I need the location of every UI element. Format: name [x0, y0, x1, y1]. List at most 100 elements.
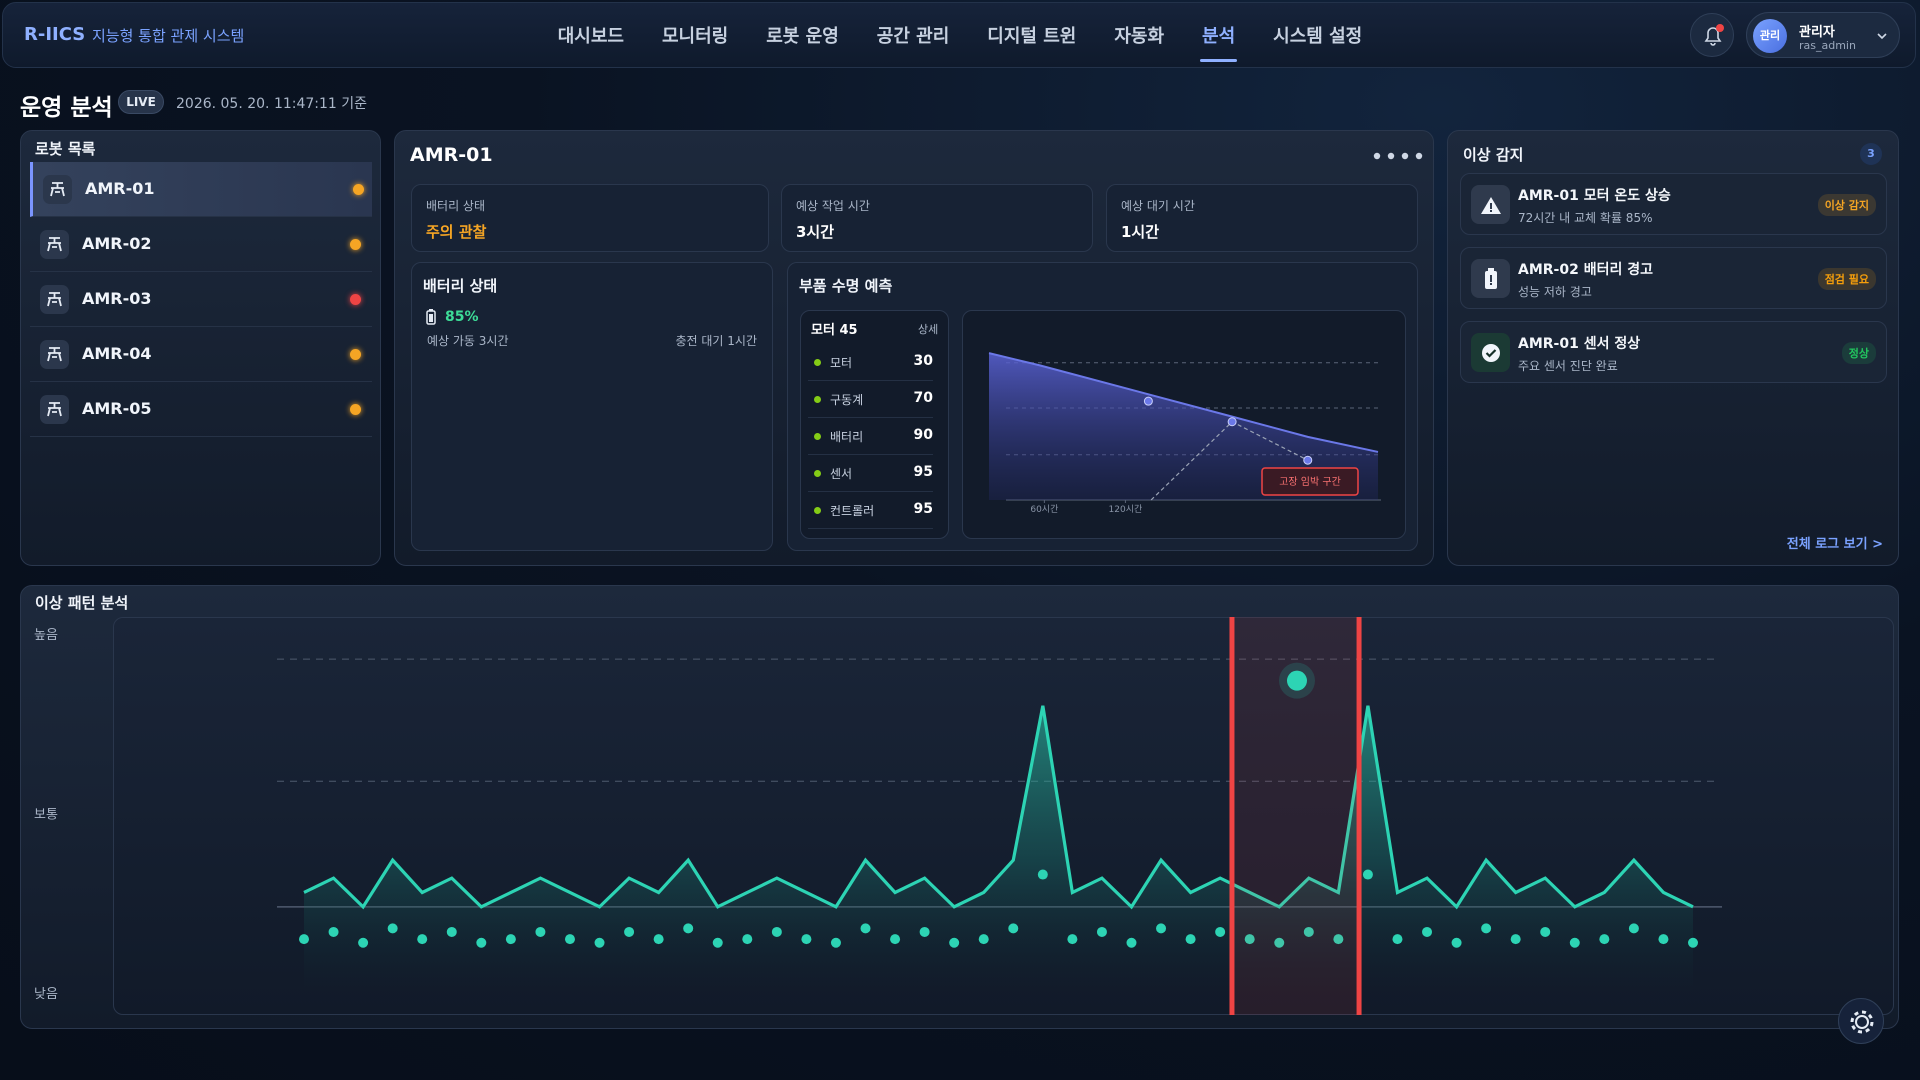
robot-icon	[40, 340, 69, 369]
nav-item[interactable]: 시스템 설정	[1273, 25, 1363, 47]
alert-desc: 성능 저하 경고	[1518, 285, 1592, 299]
alert-item[interactable]: AMR-01 모터 온도 상승 72시간 내 교체 확률 85% 이상 감지	[1460, 173, 1887, 235]
alert-desc: 주요 센서 진단 완료	[1518, 359, 1618, 373]
nav-item[interactable]: 모니터링	[662, 25, 729, 47]
pattern-title: 이상 패턴 분석	[35, 594, 129, 612]
stat-value: 1시간	[1121, 223, 1160, 241]
stat-card: 예상 작업 시간 3시간	[781, 184, 1093, 252]
nav-item[interactable]: 로봇 운영	[766, 25, 839, 47]
battery-title: 배터리 상태	[423, 277, 498, 295]
part-value: 70	[913, 390, 933, 406]
part-row: 모터 30	[808, 344, 933, 381]
stat-value: 주의 관찰	[426, 223, 487, 241]
pattern-plot-box	[113, 617, 1894, 1015]
nav: 대시보드 모니터링 로봇 운영 공간 관리 디지털 트윈 자동화 분석 시스템 설정	[0, 0, 1920, 69]
avatar: 관리	[1753, 19, 1787, 53]
more-menu[interactable]	[1372, 150, 1424, 162]
part-row: 구동계 70	[808, 381, 933, 418]
robot-name: AMR-04	[82, 344, 152, 363]
alert-desc: 72시간 내 교체 확률 85%	[1518, 211, 1653, 225]
part-value: 95	[913, 464, 933, 480]
page-title: 운영 분석	[20, 95, 113, 121]
alert-icon	[1471, 185, 1510, 224]
part-row: 센서 95	[808, 455, 933, 492]
parts-detail-link[interactable]: 상세	[918, 323, 939, 336]
alert-more-link[interactable]: 전체 로그 보기 >	[1786, 537, 1883, 552]
user-pill[interactable]: 관리 관리자 ras_admin	[1746, 12, 1900, 58]
alert-icon	[1471, 333, 1510, 372]
nav-item[interactable]: 자동화	[1114, 25, 1165, 47]
bell-button[interactable]	[1690, 13, 1734, 57]
nav-item[interactable]: 공간 관리	[876, 25, 950, 47]
user-id: ras_admin	[1799, 39, 1856, 52]
stat-label: 배터리 상태	[426, 199, 486, 213]
live-badge: LIVE	[118, 90, 164, 114]
part-dot	[814, 359, 821, 366]
alert-title: 이상 감지	[1463, 146, 1524, 164]
bell-icon	[1704, 24, 1724, 46]
robot-icon	[40, 285, 69, 314]
robot-icon	[40, 395, 69, 424]
robot-panel-title: 로봇 목록	[35, 140, 96, 158]
robot-status	[350, 294, 361, 305]
robot-glyph	[47, 347, 62, 362]
nav-item[interactable]: 디지털 트윈	[987, 25, 1077, 47]
battery-runtime: 예상 가동 3시간	[427, 334, 509, 348]
part-name: 배터리	[830, 430, 864, 444]
part-name: 모터	[830, 356, 853, 370]
alert-icon	[1471, 259, 1510, 298]
stat-label: 예상 작업 시간	[796, 199, 870, 213]
robot-icon	[43, 175, 72, 204]
life-chart-box	[962, 310, 1406, 539]
robot-icon	[40, 230, 69, 259]
parts-list-box	[800, 310, 949, 539]
logo: R-IICS	[24, 24, 86, 45]
battery-level: 85%	[445, 309, 479, 325]
battery-charge: 충전 대기 1시간	[675, 334, 757, 348]
battery-alert-icon	[1484, 267, 1497, 289]
robot-row[interactable]: AMR-02	[30, 217, 372, 272]
alert-badge: 점검 필요	[1817, 268, 1876, 290]
stat-label: 예상 대기 시간	[1121, 199, 1195, 213]
stat-value: 3시간	[796, 223, 835, 241]
robot-name: AMR-03	[82, 289, 152, 308]
part-dot	[814, 433, 821, 440]
part-name: 센서	[830, 467, 853, 481]
part-row: 컨트롤러 95	[808, 492, 933, 529]
robot-glyph	[47, 292, 62, 307]
nav-item[interactable]: 대시보드	[557, 25, 624, 47]
robot-glyph	[50, 182, 65, 197]
user-name: 관리자	[1799, 25, 1835, 40]
robot-name: AMR-01	[85, 179, 155, 198]
timestamp: 2026. 05. 20. 11:47:11 기준	[176, 96, 368, 112]
robot-row[interactable]: AMR-04	[30, 327, 372, 382]
header-bar	[2, 2, 1916, 68]
part-name: 컨트롤러	[830, 504, 875, 518]
robot-status	[350, 239, 361, 250]
alert-title: AMR-01 모터 온도 상승	[1518, 188, 1671, 204]
robot-row[interactable]: AMR-01	[30, 162, 372, 217]
robot-status	[350, 404, 361, 415]
battery-card	[411, 262, 773, 551]
gear-icon	[1850, 1010, 1874, 1034]
robot-row[interactable]: AMR-05	[30, 382, 372, 437]
part-dot	[814, 396, 821, 403]
part-value: 90	[913, 427, 933, 443]
settings-button[interactable]	[1838, 998, 1884, 1044]
robot-glyph	[47, 237, 62, 252]
detail-title: AMR-01	[410, 144, 493, 166]
alert-title: AMR-01 센서 정상	[1518, 336, 1641, 352]
robot-name: AMR-02	[82, 234, 152, 253]
alert-title: AMR-02 배터리 경고	[1518, 262, 1653, 278]
part-row: 배터리 90	[808, 418, 933, 455]
robot-status	[353, 184, 364, 195]
robot-row[interactable]: AMR-03	[30, 272, 372, 327]
alert-badge: 정상	[1841, 342, 1876, 364]
robot-status	[350, 349, 361, 360]
nav-item[interactable]: 분석	[1200, 14, 1238, 62]
robot-name: AMR-05	[82, 399, 152, 418]
part-dot	[814, 507, 821, 514]
